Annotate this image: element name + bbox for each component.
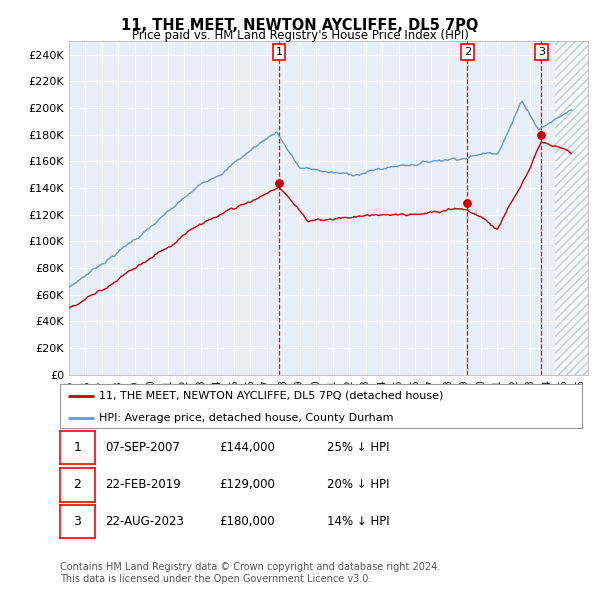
Text: Price paid vs. HM Land Registry's House Price Index (HPI): Price paid vs. HM Land Registry's House … <box>131 30 469 42</box>
Text: £129,000: £129,000 <box>219 478 275 491</box>
Point <box>463 198 472 207</box>
Text: Contains HM Land Registry data © Crown copyright and database right 2024.
This d: Contains HM Land Registry data © Crown c… <box>60 562 440 584</box>
Bar <box>555 41 588 375</box>
Text: £180,000: £180,000 <box>219 515 275 528</box>
Text: 20% ↓ HPI: 20% ↓ HPI <box>327 478 389 491</box>
Text: 25% ↓ HPI: 25% ↓ HPI <box>327 441 389 454</box>
Bar <box>555 41 588 375</box>
Text: 11, THE MEET, NEWTON AYCLIFFE, DL5 7PQ: 11, THE MEET, NEWTON AYCLIFFE, DL5 7PQ <box>121 18 479 32</box>
Text: 1: 1 <box>275 47 283 57</box>
Text: 07-SEP-2007: 07-SEP-2007 <box>105 441 180 454</box>
Text: 3: 3 <box>538 47 545 57</box>
Text: £144,000: £144,000 <box>219 441 275 454</box>
Text: 11, THE MEET, NEWTON AYCLIFFE, DL5 7PQ (detached house): 11, THE MEET, NEWTON AYCLIFFE, DL5 7PQ (… <box>99 391 443 401</box>
Text: 14% ↓ HPI: 14% ↓ HPI <box>327 515 389 528</box>
Text: 2: 2 <box>464 47 471 57</box>
Point <box>536 130 546 139</box>
Text: 3: 3 <box>73 515 82 528</box>
Text: 22-AUG-2023: 22-AUG-2023 <box>105 515 184 528</box>
Text: 2: 2 <box>73 478 82 491</box>
Text: 1: 1 <box>73 441 82 454</box>
Text: 22-FEB-2019: 22-FEB-2019 <box>105 478 181 491</box>
Text: HPI: Average price, detached house, County Durham: HPI: Average price, detached house, Coun… <box>99 413 394 423</box>
Point <box>274 178 284 188</box>
